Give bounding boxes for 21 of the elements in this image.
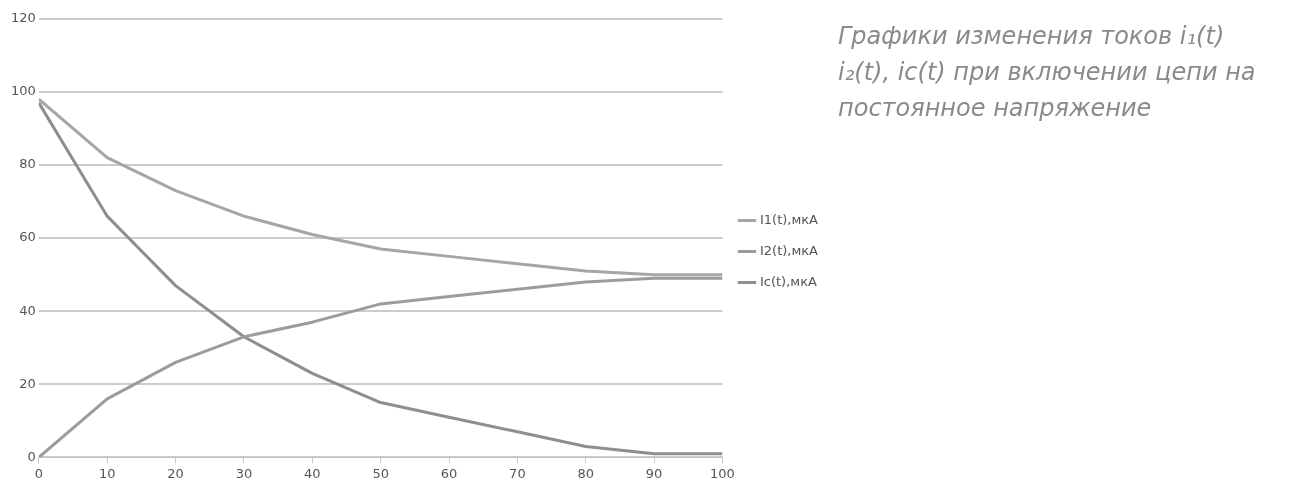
x-tick-label: 20: [167, 465, 184, 481]
text: Графики изменения токов i₁(t) i₂(t), iс(t) при включении цепи на постоянное напряжение: [838, 21, 1257, 124]
y-tick-label: 120: [10, 10, 36, 26]
legend-label: I1(t),мкА: [759, 211, 819, 227]
y-tick-label: 60: [19, 229, 36, 245]
y-tick-label: 100: [10, 83, 36, 99]
x-tick-label: 60: [440, 465, 458, 481]
x-tick-label: 70: [509, 465, 526, 481]
x-tick-label: 10: [98, 465, 116, 481]
legend-label: I2(t),мкА: [759, 242, 819, 258]
y-tick-label: 0: [27, 448, 36, 464]
x-tick-label: 30: [235, 465, 253, 481]
x-tick-label: 90: [645, 465, 663, 481]
x-tick-label: 40: [304, 465, 321, 481]
x-tick-label: 100: [710, 465, 735, 481]
y-tick-label: 40: [19, 302, 36, 318]
x-tick-label: 50: [372, 465, 389, 481]
x-tick-label: 80: [577, 465, 595, 481]
legend-label: Ic(t),мкА: [759, 273, 817, 289]
y-tick-label: 80: [19, 156, 36, 172]
y-tick-label: 20: [19, 375, 36, 391]
